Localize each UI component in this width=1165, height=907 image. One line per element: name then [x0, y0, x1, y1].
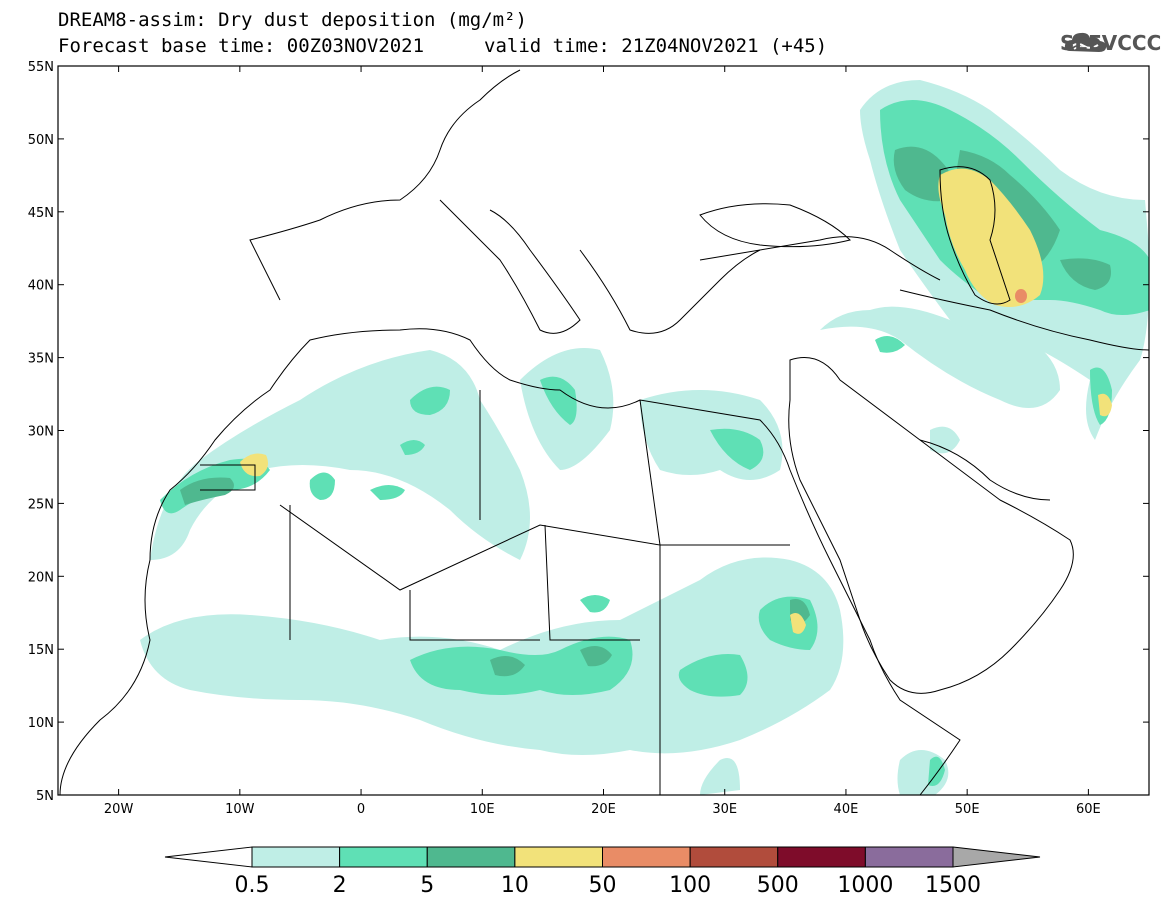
colorbar-swatch	[514, 846, 603, 868]
lon-label: 10W	[225, 802, 255, 817]
colorbar-swatch	[339, 846, 428, 868]
colorbar-swatch	[602, 846, 691, 868]
colorbar-label: 50	[589, 873, 617, 898]
colorbar-label: 5	[420, 873, 434, 898]
lat-label: 45N	[28, 206, 54, 221]
lat-label: 35N	[28, 352, 54, 367]
colorbar-below-arrow	[164, 846, 253, 868]
colorbar-swatch	[251, 846, 341, 868]
colorbar-label: 0.5	[235, 873, 270, 898]
colorbar-label: 1000	[837, 873, 893, 898]
map-title: DREAM8-assim: Dry dust deposition (mg/m²…	[58, 9, 527, 31]
lon-label: 10E	[470, 802, 495, 817]
colorbar-label: 1500	[925, 873, 981, 898]
map-axes: 55N 50N 45N 40N 35N 30N 25N 20N 15N 10N 5N 20W 10W 0 1…	[28, 60, 1149, 817]
lat-label: 55N	[28, 60, 54, 75]
valid-time-label: valid time: 21Z04NOV2021 (+45)	[484, 35, 828, 57]
lat-label: 10N	[28, 716, 54, 731]
colorbar-swatch	[777, 846, 866, 868]
colorbar-swatch	[426, 846, 516, 868]
colorbar-label: 2	[333, 873, 347, 898]
base-time-label: Forecast base time: 00Z03NOV2021	[58, 35, 425, 57]
colorbar-label: 100	[669, 873, 711, 898]
lat-label: 15N	[28, 643, 54, 658]
lon-label: 0	[357, 802, 365, 817]
lat-label: 50N	[28, 133, 54, 148]
colorbar: 0.5 2 5 10 50 100 500 1000 1500	[164, 846, 1041, 898]
lat-label: 30N	[28, 425, 54, 440]
dust-level-5	[1015, 289, 1027, 303]
logo-text: SEEVCCC	[1060, 31, 1162, 55]
colorbar-swatch	[864, 846, 954, 868]
lon-label: 50E	[955, 802, 980, 817]
lat-label: 5N	[36, 789, 54, 804]
colorbar-label: 500	[757, 873, 799, 898]
colorbar-swatch	[689, 846, 779, 868]
lon-label: 20W	[104, 802, 134, 817]
lon-label: 30E	[712, 802, 737, 817]
lon-label: 60E	[1076, 802, 1101, 817]
coastlines-and-borders	[59, 69, 1149, 795]
colorbar-label: 10	[501, 873, 529, 898]
colorbar-above-arrow	[952, 846, 1041, 868]
cloud-logo-icon	[1064, 32, 1107, 52]
lon-label: 20E	[591, 802, 616, 817]
lat-label: 25N	[28, 497, 54, 512]
lat-label: 20N	[28, 570, 54, 585]
lon-label: 40E	[834, 802, 859, 817]
lat-label: 40N	[28, 279, 54, 294]
